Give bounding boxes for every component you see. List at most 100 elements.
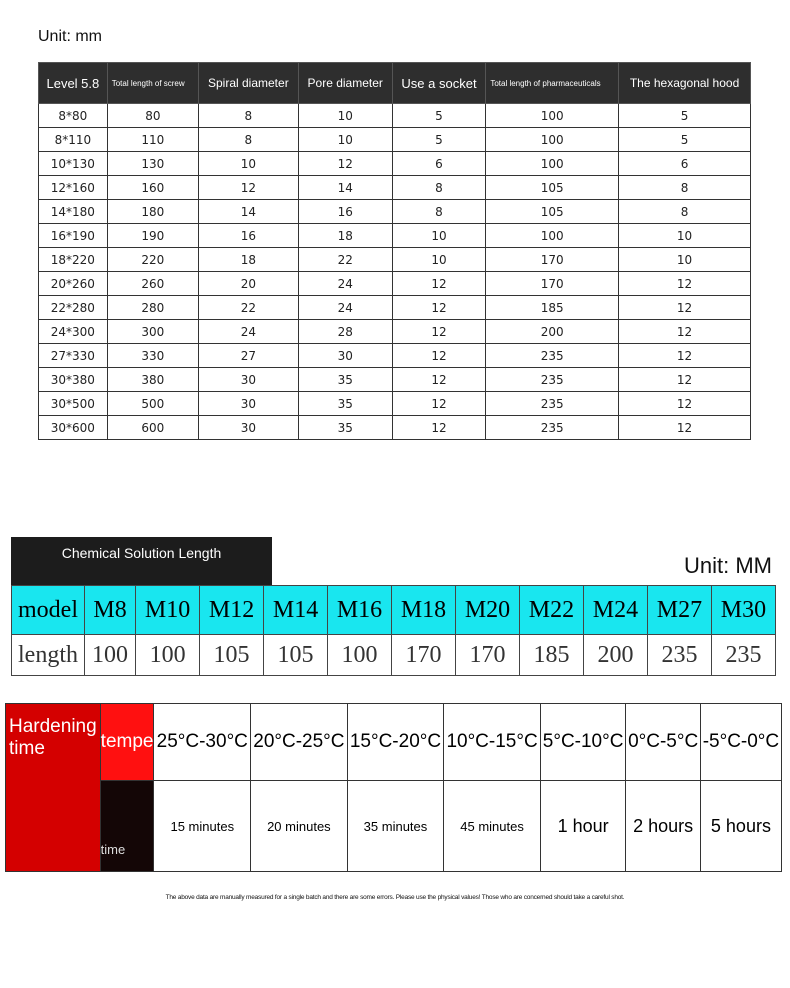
time-cell: 35 minutes (346, 780, 445, 872)
table-cell: 20 (197, 271, 299, 296)
table-cell: 100 (485, 103, 620, 128)
table-cell: 110 (106, 127, 199, 152)
length-cell: 100 (83, 634, 137, 676)
table-cell: 500 (106, 391, 199, 416)
table-cell: 14 (297, 175, 393, 200)
table-cell: 105 (485, 199, 620, 224)
table-cell: 12 (618, 343, 751, 368)
time-cell: 5 hours (699, 780, 783, 872)
table-cell: 10 (297, 127, 393, 152)
time-cell: 1 hour (539, 780, 627, 872)
table-cell: 12 (391, 415, 487, 440)
table-cell: 8 (391, 175, 487, 200)
table-cell: 35 (297, 415, 393, 440)
temp-cell: 15°C-20°C (346, 703, 445, 781)
table-cell: 12 (618, 319, 751, 344)
table-row: 30*380 380 30 35 12 235 12 (38, 367, 751, 392)
table-cell: 24 (297, 295, 393, 320)
length-cell: 170 (391, 634, 456, 676)
table-cell: 27*330 (38, 343, 108, 368)
table-cell: 6 (391, 151, 487, 176)
table-cell: 18*220 (38, 247, 108, 272)
table-cell: 30 (197, 367, 299, 392)
table-cell: 10 (297, 103, 393, 128)
length-cell: 235 (646, 634, 712, 676)
table-cell: 35 (297, 391, 393, 416)
table-cell: 12 (391, 319, 487, 344)
table-cell: 12 (391, 295, 487, 320)
table-cell: 8 (391, 199, 487, 224)
table-cell: 170 (485, 247, 620, 272)
temp-cell: 0°C-5°C (625, 703, 701, 781)
table-cell: 180 (106, 199, 199, 224)
column-header: Pore diameter (297, 62, 393, 104)
table-cell: 14 (197, 199, 299, 224)
table-row: 8*110 110 8 10 5 100 5 (38, 127, 751, 152)
table-cell: 24 (297, 271, 393, 296)
table-cell: 30*600 (38, 415, 108, 440)
table-cell: 100 (485, 151, 620, 176)
table-cell: 6 (618, 151, 751, 176)
table-cell: 300 (106, 319, 199, 344)
table-cell: 600 (106, 415, 199, 440)
table-cell: 130 (106, 151, 199, 176)
table-cell: 16 (197, 223, 299, 248)
table-row: 27*330 330 27 30 12 235 12 (38, 343, 751, 368)
table-cell: 185 (485, 295, 620, 320)
model-cell: M8 (83, 585, 137, 635)
table-row: 12*160 160 12 14 8 105 8 (38, 175, 751, 200)
table-cell: 12 (391, 367, 487, 392)
table-cell: 30 (197, 391, 299, 416)
length-label: length (11, 634, 85, 676)
table-cell: 12 (618, 271, 751, 296)
table-cell: 380 (106, 367, 199, 392)
table-cell: 22 (197, 295, 299, 320)
table-row: 16*190 190 16 18 10 100 10 (38, 223, 751, 248)
table-cell: 18 (297, 223, 393, 248)
model-cell: M18 (391, 585, 456, 635)
table-cell: 12 (391, 343, 487, 368)
length-cell: 200 (582, 634, 648, 676)
table-cell: 5 (618, 103, 751, 128)
length-cell: 105 (263, 634, 329, 676)
model-cell: M10 (135, 585, 201, 635)
time-cell: 45 minutes (443, 780, 541, 872)
model-cell: M30 (710, 585, 777, 635)
table-row: 24*300 300 24 28 12 200 12 (38, 319, 751, 344)
table-cell: 12 (618, 391, 751, 416)
table-cell: 30 (297, 343, 393, 368)
model-label: model (11, 585, 85, 635)
table-row: 14*180 180 14 16 8 105 8 (38, 199, 751, 224)
table-cell: 190 (106, 223, 199, 248)
table-cell: 12 (618, 367, 751, 392)
table-cell: 10 (197, 151, 299, 176)
table-cell: 5 (618, 127, 751, 152)
table-cell: 8*110 (38, 127, 108, 152)
table-cell: 12 (197, 175, 299, 200)
table-cell: 24 (197, 319, 299, 344)
column-header: Total length of screw (106, 62, 199, 104)
table-row: 20*260 260 20 24 12 170 12 (38, 271, 751, 296)
table-cell: 160 (106, 175, 199, 200)
model-cell: M12 (199, 585, 265, 635)
table-cell: 8 (618, 199, 751, 224)
table-cell: 5 (391, 103, 487, 128)
table-row: 18*220 220 18 22 10 170 10 (38, 247, 751, 272)
table-row: 30*500 500 30 35 12 235 12 (38, 391, 751, 416)
table-row: 22*280 280 22 24 12 185 12 (38, 295, 751, 320)
length-cell: 170 (455, 634, 520, 676)
length-cell: 105 (199, 634, 265, 676)
column-header: The hexagonal hood (618, 62, 751, 104)
table-cell: 27 (197, 343, 299, 368)
table-cell: 200 (485, 319, 620, 344)
temp-cell: 5°C-10°C (539, 703, 627, 781)
table-cell: 16 (297, 199, 393, 224)
time-label: time (99, 780, 155, 872)
table-cell: 24*300 (38, 319, 108, 344)
table-cell: 5 (391, 127, 487, 152)
chemical-table-title: Chemical Solution Length (11, 537, 272, 585)
length-cell: 100 (135, 634, 201, 676)
table-cell: 22 (297, 247, 393, 272)
table-cell: 30*380 (38, 367, 108, 392)
table-cell: 12 (391, 271, 487, 296)
